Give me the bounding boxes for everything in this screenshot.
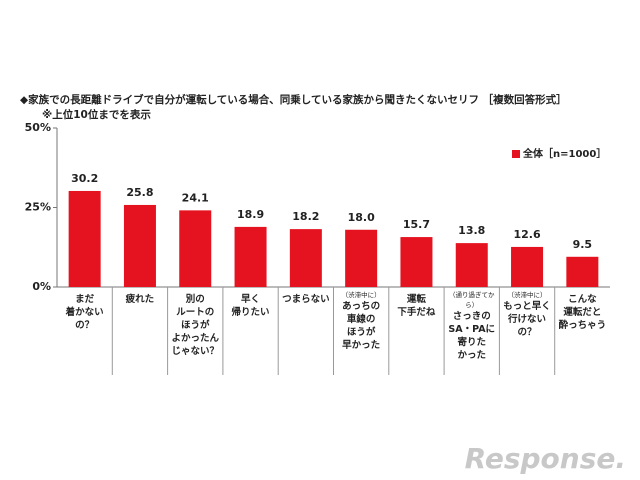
legend-label: 全体［n=1000］: [522, 147, 606, 160]
x-tick-label-group: （渋滞中に） もっと早く 行けない の？: [500, 290, 554, 339]
x-tick-label: つまらない: [282, 294, 330, 305]
y-tick-label: 0%: [32, 280, 51, 293]
value-label: 9.5: [573, 238, 593, 251]
x-tick-label: あっちの 車線の ほうが 早かった: [342, 301, 381, 351]
value-label: 25.8: [126, 186, 153, 199]
chart-subtitle: ※上位10位までを表示: [42, 108, 151, 121]
x-tick-label: もっと早く 行けない の？: [503, 301, 551, 338]
bar: [123, 204, 156, 287]
value-label: 30.2: [71, 172, 98, 185]
x-tick-label-group: （通り過ぎてから） さっきの SA・PAに 寄りた かった: [445, 290, 499, 362]
x-tick-label-group: 別の ルートの ほうが よかったん じゃない？: [168, 293, 222, 358]
chart-title: ◆家族での長距離ドライブで自分が運転している場合、同乗している家族から聞きたくな…: [20, 93, 567, 106]
x-tick-note: （通り過ぎてから）: [449, 291, 495, 309]
x-tick-label-group: 疲れた: [113, 293, 167, 306]
x-tick-label: 早く 帰りたい: [231, 294, 270, 318]
value-label: 12.6: [513, 228, 540, 241]
y-tick-label: 25%: [25, 201, 51, 214]
bar: [345, 229, 378, 287]
x-tick-label-group: つまらない: [279, 293, 333, 306]
bar: [455, 243, 488, 287]
x-tick-label-group: （渋滞中に） あっちの 車線の ほうが 早かった: [334, 290, 388, 352]
value-label: 13.8: [458, 224, 485, 237]
x-tick-label: こんな 運転だと 酔っちゃう: [558, 294, 607, 331]
value-label: 15.7: [403, 218, 430, 231]
x-tick-label-group: こんな 運転だと 酔っちゃう: [555, 293, 609, 332]
value-label: 18.9: [237, 208, 264, 221]
x-tick-label: 運転 下手だね: [397, 294, 436, 318]
bar: [234, 226, 267, 287]
value-label: 18.0: [348, 211, 375, 224]
watermark: Response.: [465, 442, 626, 475]
legend-swatch: [512, 150, 520, 158]
value-label: 18.2: [292, 210, 319, 223]
value-label: 24.1: [182, 191, 209, 204]
bar: [566, 256, 599, 287]
bar: [179, 210, 212, 287]
x-tick-label: さっきの SA・PAに 寄りた かった: [448, 311, 496, 361]
x-tick-label: 疲れた: [125, 294, 155, 305]
bar: [511, 246, 544, 287]
bar: [68, 190, 101, 287]
x-tick-label: まだ 着かない の？: [65, 294, 104, 331]
x-tick-label-group: まだ 着かない の？: [58, 293, 112, 332]
bar: [289, 229, 322, 287]
x-tick-note: （渋滞中に）: [507, 291, 547, 299]
bar: [400, 237, 433, 287]
x-tick-note: （渋滞中に）: [341, 291, 381, 299]
x-tick-label-group: 早く 帰りたい: [224, 293, 278, 319]
y-tick-label: 50%: [25, 121, 51, 134]
x-tick-label: 別の ルートの ほうが よかったん じゃない？: [171, 294, 219, 357]
x-tick-label-group: 運転 下手だね: [389, 293, 443, 319]
